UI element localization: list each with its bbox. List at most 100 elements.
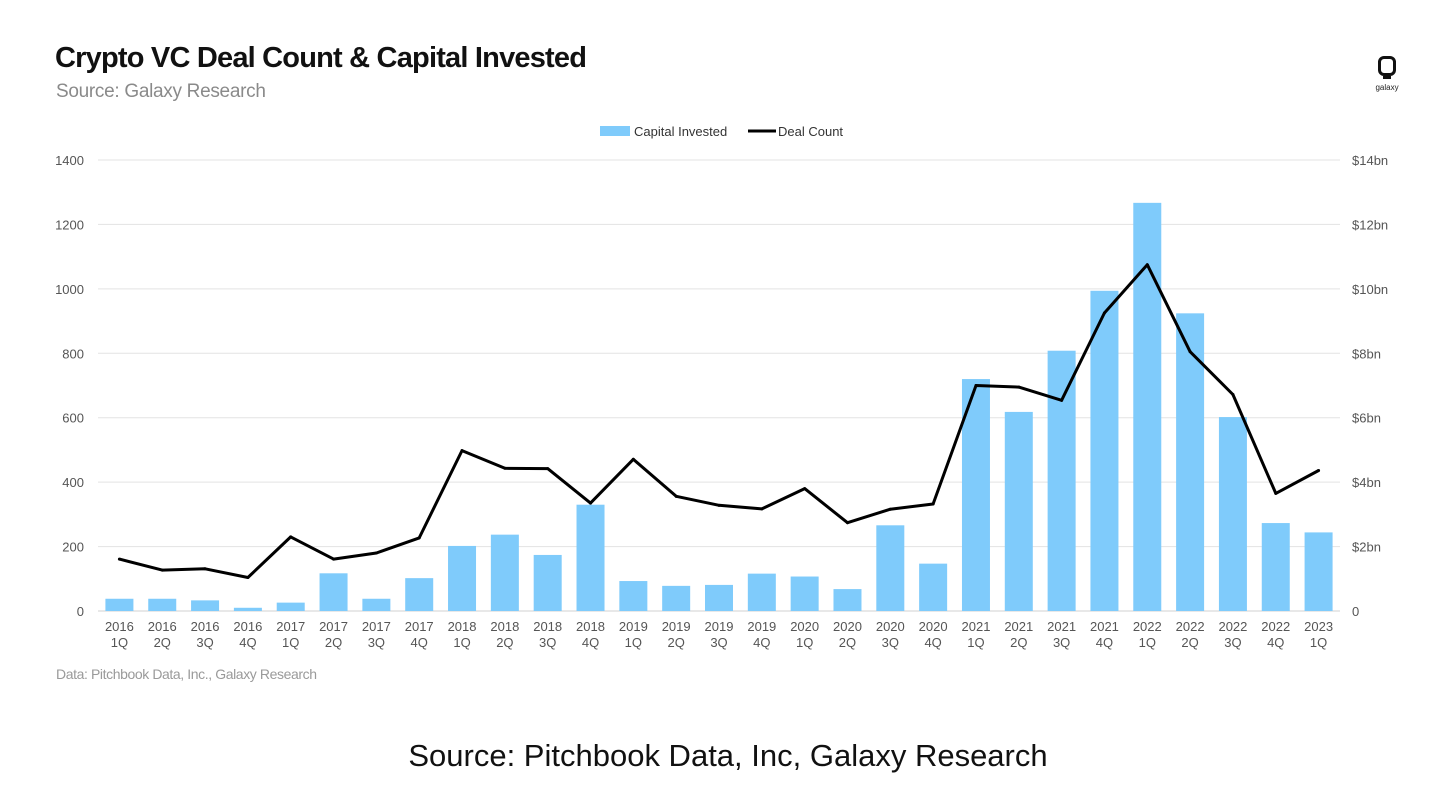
- deal-count-point: [974, 384, 978, 387]
- capital-invested-bar: [405, 578, 434, 611]
- x-tick-quarter-label: 4Q: [753, 635, 770, 650]
- x-tick-year-label: 2020: [876, 619, 905, 634]
- x-tick-year-label: 2021: [962, 619, 991, 634]
- x-tick-year-label: 2016: [148, 619, 177, 634]
- deal-count-point: [160, 568, 164, 572]
- capital-invested-bar: [191, 600, 220, 611]
- capital-invested-bar: [319, 573, 348, 611]
- deal-count-line-layer: [117, 263, 1321, 579]
- x-tick-quarter-label: 1Q: [967, 635, 984, 650]
- deal-count-point: [117, 557, 121, 561]
- capital-invested-bar: [448, 545, 477, 611]
- left-axis-tick-label: 0: [77, 604, 84, 619]
- right-axis-tick-label: $4bn: [1352, 475, 1381, 490]
- deal-count-point: [1145, 263, 1149, 267]
- legend: Capital Invested Deal Count: [600, 124, 843, 139]
- capital-invested-bar: [747, 573, 776, 611]
- capital-invested-bar: [705, 584, 733, 611]
- galaxy-logo: galaxy: [1372, 56, 1402, 92]
- x-tick-quarter-label: 3Q: [1224, 635, 1241, 650]
- capital-invested-bar: [105, 598, 134, 611]
- capital-invested-bar: [833, 589, 862, 611]
- deal-count-point: [1017, 385, 1021, 389]
- x-tick-year-label: 2021: [1047, 619, 1076, 634]
- x-tick-year-label: 2021: [1004, 619, 1033, 634]
- deal-count-point: [546, 467, 550, 471]
- x-tick-quarter-label: 2Q: [839, 635, 856, 650]
- x-tick-year-label: 2019: [619, 619, 648, 634]
- right-axis-tick-label: $8bn: [1352, 346, 1381, 361]
- data-source-note: Data: Pitchbook Data, Inc., Galaxy Resea…: [56, 666, 317, 682]
- deal-count-point: [803, 487, 807, 491]
- x-tick-quarter-label: 1Q: [1139, 635, 1156, 650]
- left-axis-tick-label: 1000: [55, 282, 84, 297]
- left-axis-tick-label: 800: [62, 346, 84, 361]
- x-tick-year-label: 2021: [1090, 619, 1119, 634]
- left-axis-tick-label: 600: [62, 411, 84, 426]
- capital-invested-bar: [233, 607, 262, 611]
- deal-count-point: [1317, 469, 1321, 473]
- x-tick-quarter-label: 1Q: [282, 635, 299, 650]
- capital-invested-bar: [276, 602, 305, 611]
- x-tick-year-label: 2022: [1176, 619, 1205, 634]
- capital-invested-bar: [1218, 417, 1247, 611]
- x-tick-quarter-label: 1Q: [796, 635, 813, 650]
- capital-invested-bar: [961, 379, 990, 611]
- deal-count-point: [589, 501, 593, 505]
- x-tick-quarter-label: 2Q: [154, 635, 171, 650]
- galaxy-logo-icon: [1378, 56, 1396, 79]
- deal-count-point: [845, 521, 849, 525]
- deal-count-point: [674, 494, 678, 498]
- x-tick-quarter-label: 2Q: [496, 635, 513, 650]
- deal-count-point: [631, 457, 635, 461]
- capital-invested-bar: [1047, 350, 1076, 611]
- deal-count-point: [888, 507, 892, 511]
- legend-capital-invested-swatch: [600, 126, 630, 136]
- capital-invested-bar: [919, 563, 948, 611]
- deal-count-point: [1102, 311, 1106, 315]
- capital-invested-bar: [148, 598, 177, 611]
- x-tick-year-label: 2017: [319, 619, 348, 634]
- x-tick-year-label: 2020: [790, 619, 819, 634]
- capital-invested-bar: [1133, 202, 1162, 611]
- x-tick-year-label: 2018: [448, 619, 477, 634]
- deal-count-point: [931, 502, 935, 506]
- right-axis-tick-label: 0: [1352, 604, 1359, 619]
- x-tick-quarter-label: 1Q: [625, 635, 642, 650]
- x-tick-quarter-label: 4Q: [239, 635, 256, 650]
- x-tick-quarter-label: 3Q: [196, 635, 213, 650]
- x-tick-year-label: 2020: [919, 619, 948, 634]
- x-tick-quarter-label: 1Q: [453, 635, 470, 650]
- capital-invested-bar: [1090, 290, 1119, 611]
- left-axis-tick-label: 1200: [55, 217, 84, 232]
- x-tick-quarter-label: 3Q: [539, 635, 556, 650]
- legend-capital-invested-label: Capital Invested: [634, 124, 727, 139]
- x-tick-quarter-label: 4Q: [1096, 635, 1113, 650]
- deal-count-point: [1060, 398, 1064, 402]
- deal-count-point: [503, 466, 507, 470]
- x-tick-quarter-label: 1Q: [1310, 635, 1327, 650]
- capital-invested-bar: [662, 585, 691, 611]
- capital-invested-bar: [362, 598, 391, 611]
- x-tick-year-label: 2022: [1261, 619, 1290, 634]
- left-axis-tick-label: 1400: [55, 153, 84, 168]
- deal-count-point: [246, 575, 250, 579]
- right-axis-tick-label: $10bn: [1352, 282, 1388, 297]
- capital-invested-bar: [790, 576, 819, 611]
- x-tick-year-label: 2022: [1133, 619, 1162, 634]
- deal-count-point: [203, 567, 207, 571]
- capital-invested-bar: [876, 525, 905, 611]
- capital-invested-bars: [105, 202, 1333, 611]
- right-axis-tick-label: $6bn: [1352, 411, 1381, 426]
- x-tick-quarter-label: 3Q: [710, 635, 727, 650]
- axis-labels: 0 0 200 $2bn 400 $4bn 600 $6bn 800 $8bn 1000 $10bn 1…: [55, 153, 1388, 650]
- x-tick-year-label: 2019: [662, 619, 691, 634]
- x-tick-year-label: 2016: [105, 619, 134, 634]
- x-tick-quarter-label: 2Q: [325, 635, 342, 650]
- x-tick-quarter-label: 2Q: [1010, 635, 1027, 650]
- x-tick-year-label: 2019: [705, 619, 734, 634]
- right-axis-tick-label: $2bn: [1352, 540, 1381, 555]
- x-tick-quarter-label: 2Q: [1181, 635, 1198, 650]
- x-tick-quarter-label: 3Q: [1053, 635, 1070, 650]
- x-tick-year-label: 2017: [362, 619, 391, 634]
